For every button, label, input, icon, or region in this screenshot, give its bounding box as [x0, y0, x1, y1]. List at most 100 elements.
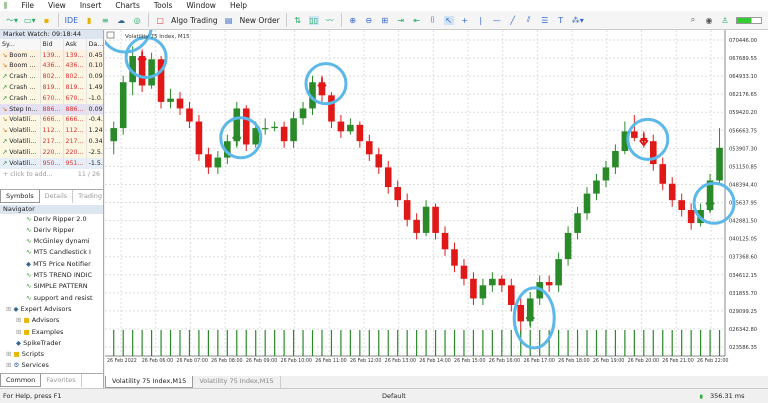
algo-trading-button[interactable]: Algo Trading: [171, 15, 218, 25]
expand-icon[interactable]: ⊞: [6, 350, 12, 359]
price-label: 042881.50: [729, 219, 757, 225]
market-watch-row[interactable]: ↘ Boom ... 139... 139... 0.45...: [0, 49, 103, 61]
click-to-add[interactable]: + click to add...: [3, 170, 53, 178]
algo-trading-icon: ▢: [156, 15, 164, 25]
col-daily[interactable]: Da...: [86, 39, 103, 50]
bid: 670...: [40, 92, 64, 104]
bar-chart-icon[interactable]: ⇅: [294, 15, 302, 25]
navigator-item[interactable]: ∿ Deriv Ripper 2.0: [0, 214, 103, 225]
screenshot-icon[interactable]: ⌷: [430, 15, 436, 24]
expand-icon[interactable]: ⊞: [6, 304, 12, 313]
market-watch-row[interactable]: ↗ Crash ... 802... 802... 0.09...: [0, 71, 103, 83]
candle-body: [356, 124, 364, 142]
navigator-item[interactable]: ∿ support and resist: [0, 293, 103, 304]
navigator-item[interactable]: ◆ MT5 Price Notifier: [0, 259, 103, 270]
market-watch-row[interactable]: ↗ Volatili... 217... 217... 0.34...: [0, 136, 103, 147]
signal-icon[interactable]: ≡: [101, 15, 109, 25]
tab-details[interactable]: Details: [40, 189, 74, 203]
candlestick-icon[interactable]: ▯▯: [308, 15, 319, 25]
navigator-item[interactable]: ⊞ ⚙ Services: [0, 360, 103, 371]
status-ping: 356.31 ms: [710, 392, 745, 400]
crosshair-icon[interactable]: +: [461, 15, 469, 25]
chart-tab-1[interactable]: Volatility 75 Index,M15: [105, 376, 194, 388]
channel-icon[interactable]: ⫽: [526, 15, 531, 24]
navigator-item[interactable]: ∿ MT5 Candlestick I: [0, 247, 103, 258]
candle-body: [148, 59, 155, 86]
bid: 436...: [40, 60, 64, 72]
account-icon[interactable]: ◉: [705, 15, 713, 25]
navigator-item[interactable]: ⊞ ■ Examples: [0, 327, 103, 338]
daily-change: -0.4...: [86, 114, 103, 126]
new-order-button[interactable]: New Order: [239, 15, 280, 25]
market-watch-row[interactable]: ↗ Crash ... 819... 819... 1.49...: [0, 82, 103, 93]
menu-window[interactable]: Window: [186, 1, 216, 10]
autoscroll-icon[interactable]: ⇤: [413, 15, 421, 25]
vps-icon[interactable]: ◎: [133, 15, 141, 25]
trendline-icon[interactable]: ╱: [510, 15, 516, 25]
menu-charts[interactable]: Charts: [115, 1, 140, 10]
expand-icon[interactable]: ⊞: [16, 316, 22, 325]
candle-body: [489, 278, 496, 286]
symbol: ↗ Crash ...: [0, 92, 41, 104]
cloud-icon[interactable]: ☁: [117, 15, 126, 25]
text-icon[interactable]: T: [558, 15, 564, 25]
navigator-item[interactable]: ∿ SIMPLE PATTERN: [0, 281, 103, 292]
menu-view[interactable]: View: [48, 1, 66, 10]
col-ask[interactable]: Ask: [63, 39, 87, 50]
chart-shift-icon[interactable]: ⇥: [397, 15, 405, 25]
toolbar: 〜▾ ▭▾ ▪ IDE ▮ ≡ ☁ ◎ ▢ Algo Trading ▤ New…: [0, 11, 768, 30]
arrow-down-icon: ↘: [2, 62, 8, 70]
price-chart[interactable]: 070446.00 067689.55 064933.10 062176.65 0594…: [96, 0, 768, 376]
navigator-item[interactable]: ⊞ ■ Scripts: [0, 349, 103, 360]
menu-help[interactable]: Help: [229, 1, 248, 10]
profiles-icon[interactable]: ▭▾: [24, 15, 36, 25]
expand-icon[interactable]: ⊞: [6, 361, 12, 370]
navigator-item[interactable]: ∿ MT5 TREND INDIC: [0, 270, 103, 281]
line-chart-icon[interactable]: 〰: [325, 15, 334, 25]
search-icon[interactable]: ⌕: [690, 15, 696, 24]
tab-common[interactable]: Common: [0, 373, 42, 387]
market-watch-row[interactable]: ↗ Volatili... 950... 951... -1.5...: [0, 157, 103, 169]
tab-trading[interactable]: Trading: [73, 190, 103, 203]
market-watch-row[interactable]: ↘ Step In... 886... 886... 0.09...: [0, 103, 103, 115]
market-watch-row[interactable]: ↘ Boom ... 436... 436... 0.10...: [0, 60, 103, 72]
market-watch-row[interactable]: ↘ Volatili... 666... 666... -0.4...: [0, 114, 103, 126]
chart-tabs: Volatility 75 Index,M15 Volatility 75 In…: [105, 376, 768, 388]
menu-tools[interactable]: Tools: [153, 1, 173, 10]
col-bid[interactable]: Bid: [40, 39, 64, 50]
navigator-item[interactable]: ⊞ ◆ Expert Advisors: [0, 304, 103, 315]
market-watch-row[interactable]: ↗ Volatili... 220... 220... -2.5...: [0, 146, 103, 158]
wallet-icon[interactable]: ▪: [43, 15, 50, 25]
tab-symbols[interactable]: Symbols: [0, 189, 40, 203]
vertical-line-icon[interactable]: |: [479, 15, 483, 25]
col-symbol[interactable]: Sy...: [0, 39, 41, 50]
ide-button[interactable]: IDE: [64, 15, 79, 25]
tab-favorites[interactable]: Favorites: [41, 373, 82, 387]
market-watch-row[interactable]: ↘ Volatili... 112... 112... 1.24...: [0, 125, 103, 137]
navigator-item[interactable]: ∿ Deriv Ripper: [0, 225, 103, 236]
chart-window[interactable]: 070446.00 067689.55 064933.10 062176.65 0594…: [96, 0, 768, 376]
navigator-item[interactable]: ◆ SpikeTrader: [0, 338, 103, 349]
candle-body: [507, 285, 515, 305]
tile-windows-icon[interactable]: ⊞: [381, 15, 389, 25]
zoom-out-icon[interactable]: ⊖: [365, 15, 373, 25]
navigator-item-label: MT5 TREND INDIC: [33, 271, 93, 280]
indicator-icon: ∿: [26, 214, 32, 223]
fibonacci-icon[interactable]: ☰: [541, 15, 549, 25]
expand-icon[interactable]: ⊞: [16, 327, 22, 336]
market-watch-row[interactable]: ↗ Crash ... 670... 670... -1.0...: [0, 92, 103, 104]
menu-file[interactable]: File: [21, 1, 35, 10]
menu-insert[interactable]: Insert: [79, 1, 102, 10]
navigator-item[interactable]: ⊞ ■ Advisors: [0, 315, 103, 326]
cursor-icon[interactable]: ↖: [443, 15, 454, 25]
horizontal-line-icon[interactable]: —: [492, 15, 501, 25]
zoom-in-icon[interactable]: ⊕: [349, 15, 357, 25]
lock-icon[interactable]: ▮: [86, 15, 92, 25]
chart-type-icon[interactable]: 〜▾: [6, 15, 19, 25]
candle-body: [290, 118, 297, 142]
time-label: 26 Feb 13:00: [385, 358, 416, 364]
chart-tab-2[interactable]: Volatility 75 Index,M15: [193, 376, 281, 388]
navigator-item[interactable]: ∿ McGinley dynami: [0, 236, 103, 247]
shapes-icon[interactable]: ⁂▾: [571, 15, 584, 25]
candle-body: [233, 108, 241, 142]
